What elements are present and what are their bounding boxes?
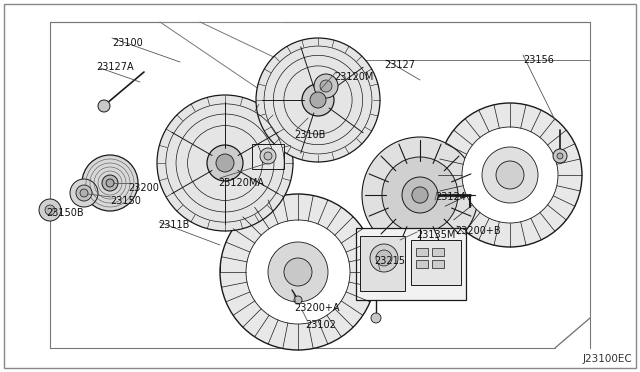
Text: 23200+B: 23200+B [455,226,500,236]
FancyBboxPatch shape [416,248,428,256]
Text: 23127: 23127 [384,60,415,70]
FancyBboxPatch shape [360,236,405,291]
Text: 23102: 23102 [305,320,336,330]
Circle shape [294,296,302,304]
Circle shape [314,74,338,98]
Circle shape [70,179,98,207]
Circle shape [220,194,376,350]
Circle shape [362,137,478,253]
Circle shape [102,175,118,191]
FancyBboxPatch shape [432,260,444,268]
Text: 23100: 23100 [112,38,143,48]
Text: 23150B: 23150B [46,208,84,218]
Text: 2310B: 2310B [294,130,325,140]
Text: 23156: 23156 [523,55,554,65]
FancyBboxPatch shape [356,228,466,300]
Circle shape [106,179,114,187]
Circle shape [310,92,326,108]
FancyBboxPatch shape [4,4,636,368]
Circle shape [284,258,312,286]
Circle shape [320,80,332,92]
Text: 23200: 23200 [128,183,159,193]
Circle shape [82,155,138,211]
Circle shape [216,154,234,172]
Circle shape [376,250,392,266]
Circle shape [402,177,438,213]
Circle shape [412,187,428,203]
Text: 23120MA: 23120MA [218,178,264,188]
Circle shape [264,152,272,160]
Circle shape [157,95,293,231]
FancyBboxPatch shape [416,260,428,268]
Text: 23135M: 23135M [416,230,456,240]
Text: 23200+A: 23200+A [294,303,339,313]
Circle shape [438,103,582,247]
Circle shape [482,147,538,203]
Circle shape [370,244,398,272]
Circle shape [382,157,458,233]
Text: 23127A: 23127A [96,62,134,72]
Circle shape [45,205,55,215]
Circle shape [462,127,558,223]
Circle shape [256,38,380,162]
Circle shape [98,100,110,112]
Circle shape [553,149,567,163]
Circle shape [302,84,334,116]
Text: 23215: 23215 [374,256,405,266]
Text: 23150: 23150 [110,196,141,206]
Text: 23124: 23124 [435,192,466,202]
FancyBboxPatch shape [432,248,444,256]
Circle shape [371,313,381,323]
Circle shape [557,153,563,159]
Circle shape [207,145,243,181]
Text: 2311B: 2311B [158,220,189,230]
Text: J23100EC: J23100EC [582,354,632,364]
Circle shape [246,220,350,324]
Circle shape [496,161,524,189]
Circle shape [268,242,328,302]
Circle shape [80,189,88,197]
FancyBboxPatch shape [252,144,284,169]
Circle shape [39,199,61,221]
Circle shape [76,185,92,201]
Circle shape [260,148,276,164]
Text: 23120M: 23120M [334,72,373,82]
FancyBboxPatch shape [411,240,461,285]
